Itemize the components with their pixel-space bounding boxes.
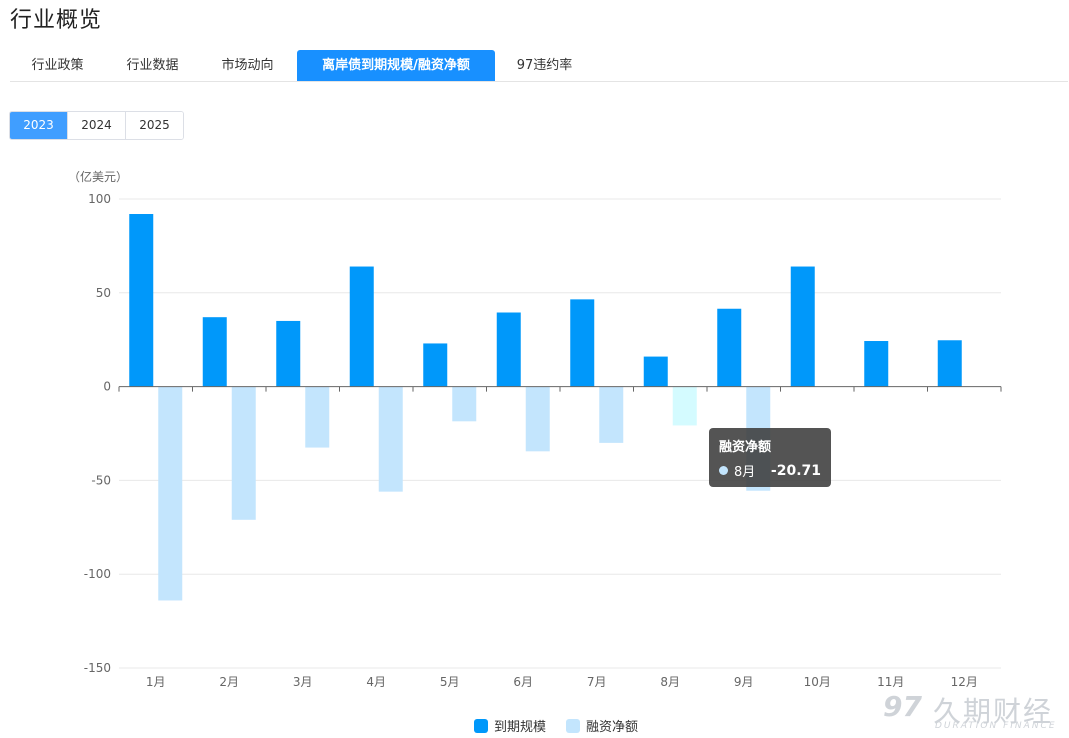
- tab-market-trends[interactable]: 市场动向: [221, 58, 274, 73]
- y-axis-ticks: 100 50 0 -50 -100 -150: [84, 192, 111, 675]
- tab-offshore-bond-maturity[interactable]: 离岸债到期规模/融资净额: [297, 50, 495, 81]
- x-tick-label: 8月: [660, 675, 680, 689]
- legend-swatch-net-financing: [566, 718, 581, 733]
- tooltip-title: 融资净额: [719, 440, 772, 455]
- bar-net-financing: [672, 386, 697, 426]
- bar-maturity: [570, 299, 595, 387]
- bar-maturity: [276, 320, 301, 387]
- bar-net-financing: [305, 386, 330, 448]
- tab-97-default-rate[interactable]: 97违约率: [516, 58, 573, 73]
- tab-industry-policy[interactable]: 行业政策: [31, 58, 84, 73]
- tooltip-series-dot-icon: [719, 466, 728, 475]
- legend-swatch-maturity: [474, 718, 488, 733]
- bar-net-financing: [158, 386, 183, 601]
- y-tick-label: -100: [84, 567, 111, 581]
- grid-lines: [119, 198, 1001, 669]
- y-tick-label: 50: [96, 286, 111, 300]
- legend-item-net-financing[interactable]: 融资净额: [566, 716, 638, 735]
- bar-net-financing: [599, 386, 624, 443]
- y-tick-label: 0: [103, 380, 111, 394]
- bars: [129, 214, 962, 601]
- legend-item-maturity[interactable]: 到期规模: [474, 716, 546, 735]
- x-tick-label: 2月: [219, 675, 239, 689]
- bar-maturity: [790, 266, 815, 387]
- bar-maturity: [864, 341, 889, 387]
- watermark-logo-icon: 97: [883, 690, 922, 723]
- bar-net-financing: [452, 386, 477, 422]
- tooltip-category: 8月: [734, 465, 756, 480]
- y-tick-label: -150: [84, 661, 111, 675]
- bar-maturity: [937, 340, 962, 387]
- year-selector: 2023 2024 2025: [9, 111, 184, 140]
- y-axis-unit-label: （亿美元）: [68, 169, 128, 184]
- page-title: 行业概览: [10, 8, 103, 33]
- bar-maturity: [643, 356, 668, 387]
- x-tick-label: 4月: [366, 675, 386, 689]
- y-tick-label: -50: [91, 473, 111, 487]
- x-tick-label: 11月: [877, 675, 904, 689]
- bar-maturity: [349, 266, 374, 387]
- bar-maturity: [129, 214, 154, 387]
- x-tick-label: 3月: [293, 675, 313, 689]
- x-tick-label: 1月: [146, 675, 166, 689]
- bar-maturity: [202, 317, 227, 387]
- x-tick-label: 5月: [440, 675, 460, 689]
- bar-maturity: [423, 343, 448, 387]
- legend-label-maturity: 到期规模: [494, 720, 547, 735]
- x-tick-label: 12月: [951, 675, 978, 689]
- bar-net-financing: [231, 386, 256, 520]
- y-tick-label: 100: [88, 192, 111, 206]
- x-tick-label: 10月: [804, 675, 831, 689]
- x-tick-label: 6月: [513, 675, 533, 689]
- bar-maturity: [496, 312, 521, 387]
- chart-legend: 到期规模 融资净额: [474, 716, 658, 735]
- watermark: 97 久期财经 DURATION FINANCE: [883, 690, 1063, 736]
- bar-net-financing: [525, 386, 550, 452]
- bar-net-financing: [378, 386, 403, 492]
- watermark-name: 久期财经: [933, 695, 1054, 728]
- chart-tooltip: 融资净额 8月 -20.71: [709, 428, 831, 487]
- tab-industry-data[interactable]: 行业数据: [126, 58, 179, 73]
- watermark-subtitle: DURATION FINANCE: [935, 721, 1057, 731]
- tab-bar: 行业政策 行业数据 市场动向 离岸债到期规模/融资净额 97违约率: [10, 50, 1068, 82]
- year-button-2023[interactable]: 2023: [10, 112, 67, 139]
- bar-maturity: [717, 308, 742, 387]
- x-tick-label: 7月: [587, 675, 607, 689]
- bar-chart: （亿美元） 100 50 0 -50 -100 -150 1月 2月 3月 4月 5月 6月 7月 8月…: [68, 169, 1002, 689]
- tooltip-value: -20.71: [770, 462, 821, 479]
- year-button-2025[interactable]: 2025: [125, 112, 183, 139]
- legend-label-net-financing: 融资净额: [586, 720, 639, 735]
- x-tick-label: 9月: [734, 675, 754, 689]
- x-axis: 1月 2月 3月 4月 5月 6月 7月 8月 9月 10月 11月 12月: [118, 386, 1002, 689]
- year-button-2024[interactable]: 2024: [67, 112, 125, 139]
